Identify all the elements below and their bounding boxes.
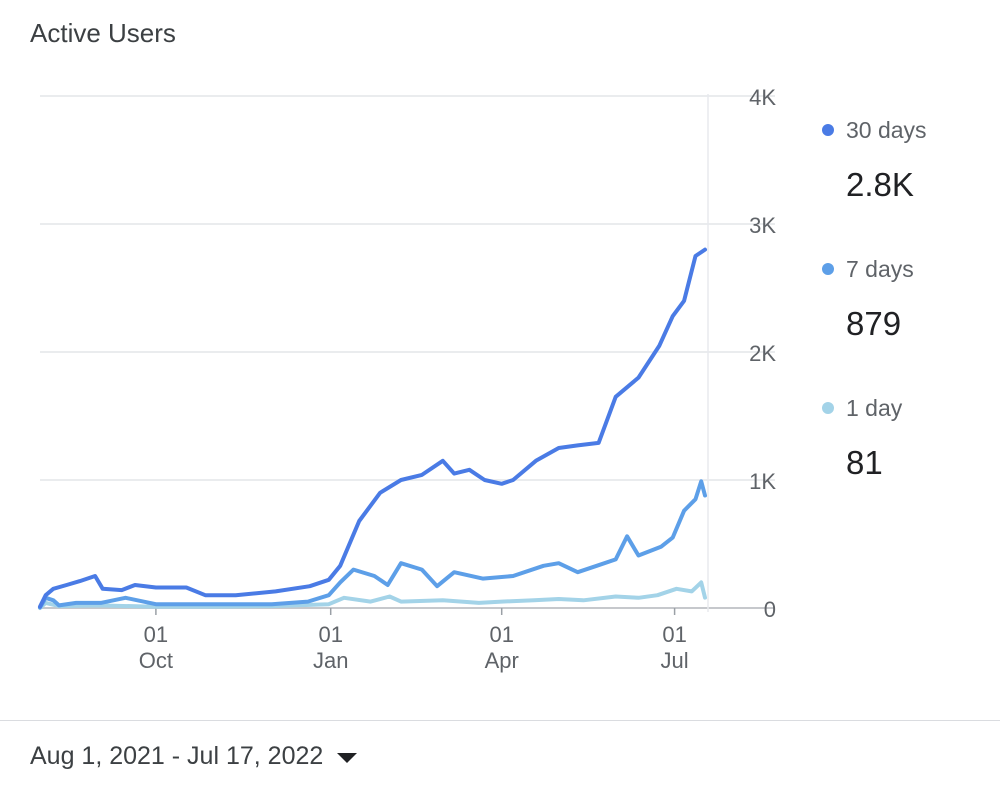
- y-tick-label: 2K: [749, 341, 776, 366]
- grid-lines: [40, 94, 775, 612]
- legend-label: 1 day: [846, 394, 903, 421]
- date-range-dropdown[interactable]: Aug 1, 2021 - Jul 17, 2022: [30, 742, 358, 771]
- y-tick-label: 3K: [749, 213, 776, 238]
- x-tick-day-label: 01: [318, 622, 342, 647]
- x-tick-month-label: Jul: [661, 648, 689, 673]
- y-axis-ticks: 0 1K 2K 3K 4K: [749, 85, 776, 622]
- legend-item-7-days[interactable]: 7 days 879: [822, 249, 992, 388]
- legend-item-1-day[interactable]: 1 day 81: [822, 388, 992, 527]
- legend-dot-7-days: [822, 263, 834, 275]
- legend-value-30-days: 2.8K: [846, 166, 914, 203]
- x-tick-day-label: 01: [489, 622, 513, 647]
- series-lines: [38, 247, 707, 610]
- footer-divider: [0, 720, 1000, 721]
- x-tick-month-label: Apr: [485, 648, 519, 673]
- legend-value-7-days: 879: [846, 305, 902, 342]
- legend-dot-30-days: [822, 124, 834, 136]
- x-tick-day-label: 01: [662, 622, 686, 647]
- y-tick-label: 1K: [749, 469, 776, 494]
- legend-dot-1-day: [822, 402, 834, 414]
- legend-label: 30 days: [846, 116, 927, 143]
- card-title: Active Users: [30, 18, 176, 48]
- y-tick-label: 0: [764, 597, 776, 622]
- x-tick-month-label: Jan: [313, 648, 348, 673]
- legend-item-30-days[interactable]: 30 days 2.8K: [822, 110, 992, 249]
- legend-value-1-day: 81: [846, 444, 883, 481]
- caret-down-icon[interactable]: [337, 753, 358, 763]
- legend: 30 days 2.8K 7 days 879 1 day 81: [822, 110, 992, 527]
- x-tick-day-label: 01: [144, 622, 168, 647]
- y-tick-label: 4K: [749, 85, 776, 110]
- legend-label: 7 days: [846, 255, 914, 282]
- series-line-7-days: [38, 479, 707, 610]
- series-line-30-days: [38, 247, 707, 609]
- series-line-1-day: [38, 580, 707, 610]
- x-tick-month-label: Oct: [139, 648, 173, 673]
- date-range-label: Aug 1, 2021 - Jul 17, 2022: [30, 742, 324, 770]
